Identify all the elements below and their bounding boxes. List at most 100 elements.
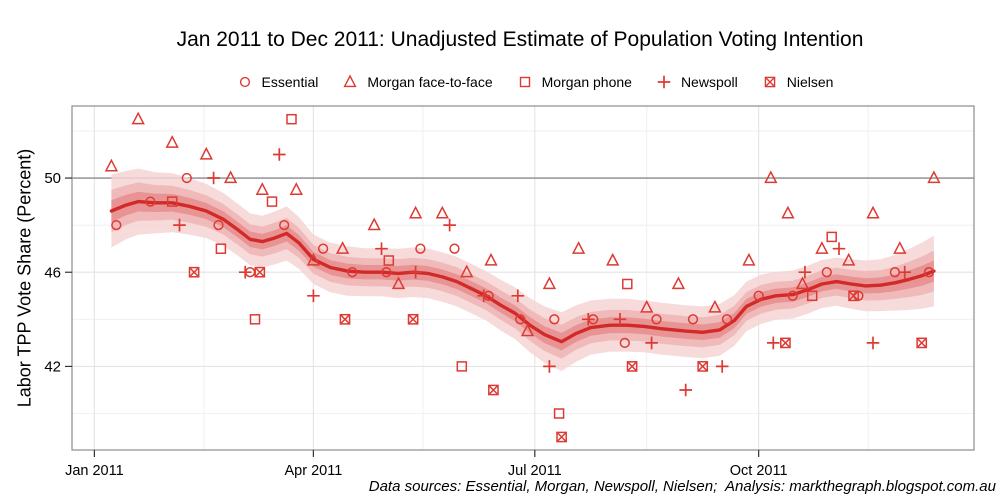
data-point-essential (347, 267, 358, 278)
square-marker-icon (519, 76, 530, 88)
chart-title: Jan 2011 to Dec 2011: Unadjusted Estimat… (176, 28, 864, 51)
data-point-essential (279, 219, 290, 231)
series-morgan-face-to-face (104, 111, 941, 337)
data-point-nielsen (488, 384, 499, 396)
data-point-newspoll (477, 289, 491, 303)
data-point-nielsen (916, 337, 928, 349)
data-point-essential (381, 267, 392, 278)
series-nielsen (188, 266, 928, 443)
data-point-newspoll (511, 289, 525, 303)
data-point-morgan-face-to-face (781, 205, 795, 219)
data-point-morgan-face-to-face (131, 111, 145, 125)
data-point-morgan-phone (826, 231, 837, 243)
data-point-essential (923, 267, 935, 278)
data-point-nielsen (339, 313, 351, 325)
data-point-newspoll (866, 336, 880, 350)
data-point-morgan-face-to-face (640, 299, 654, 313)
data-point-morgan-face-to-face (795, 276, 810, 290)
plus-marker-icon (657, 75, 671, 89)
data-point-morgan-face-to-face (815, 241, 829, 254)
data-point-morgan-face-to-face (520, 323, 535, 337)
trend-line (109, 199, 936, 344)
data-point-morgan-face-to-face (708, 299, 722, 313)
data-point-morgan-phone (622, 278, 633, 290)
data-point-nielsen (848, 290, 859, 302)
data-point-newspoll (543, 360, 556, 373)
data-point-morgan-face-to-face (367, 217, 381, 231)
data-point-morgan-face-to-face (893, 241, 907, 254)
x-tick-label: Jan 2011 (65, 463, 124, 479)
data-point-newspoll (173, 218, 186, 232)
data-point-morgan-face-to-face (842, 252, 856, 266)
data-point-newspoll (443, 218, 456, 232)
data-point-essential (415, 243, 426, 254)
legend-item-morgan-phone: Morgan phone (517, 74, 632, 90)
data-point-essential (111, 219, 122, 231)
triangle-marker-icon (343, 74, 357, 88)
data-point-morgan-face-to-face (542, 276, 557, 290)
data-point-morgan-face-to-face (484, 252, 498, 266)
legend-label: Nielsen (786, 74, 834, 90)
data-point-morgan-face-to-face (671, 276, 686, 290)
data-point-newspoll (613, 312, 627, 326)
data-point-newspoll (898, 265, 912, 279)
data-point-morgan-face-to-face (335, 241, 350, 254)
data-point-morgan-face-to-face (435, 205, 449, 219)
data-point-newspoll (307, 289, 320, 303)
data-point-nielsen (188, 266, 200, 278)
data-point-morgan-face-to-face (571, 241, 586, 254)
chart-legend: Essential Morgan face-to-face Morgan phone… (70, 71, 1000, 93)
data-point-morgan-phone (266, 196, 278, 207)
confidence-band (111, 168, 934, 372)
y-tick-label: 46 (44, 264, 61, 281)
legend-label: Morgan phone (541, 74, 632, 90)
data-point-newspoll (715, 360, 729, 373)
data-point-essential (721, 314, 733, 325)
data-point-essential (787, 290, 798, 301)
y-tick-label: 50 (44, 170, 61, 187)
data-point-morgan-face-to-face (742, 252, 756, 266)
data-point-morgan-phone (383, 255, 395, 266)
data-point-morgan-face-to-face (104, 158, 119, 172)
data-point-essential (753, 290, 764, 301)
data-point-nielsen (626, 361, 638, 372)
data-point-newspoll (375, 242, 388, 255)
series-morgan-phone (166, 113, 837, 419)
legend-label: Morgan face-to-face (367, 74, 493, 90)
plot-panel-border (71, 105, 975, 451)
data-point-morgan-face-to-face (764, 170, 778, 184)
data-point-morgan-phone (553, 408, 565, 419)
data-point-newspoll (645, 336, 658, 350)
data-point-newspoll (798, 265, 812, 279)
legend-item-nielsen: Nielsen (762, 74, 834, 90)
data-point-essential (651, 314, 662, 325)
x-tick-label: Oct 2011 (730, 463, 788, 479)
legend-item-newspoll: Newspoll (656, 74, 738, 90)
data-point-essential (549, 314, 560, 325)
data-point-essential (821, 267, 832, 278)
data-point-newspoll (207, 171, 220, 185)
data-point-newspoll (679, 383, 693, 397)
data-point-morgan-face-to-face (306, 252, 321, 266)
data-point-morgan-face-to-face (866, 205, 880, 219)
legend-item-morgan-face-to-face: Morgan face-to-face (342, 74, 493, 90)
data-point-essential (619, 337, 630, 349)
x-tick-label: Jul 2011 (508, 463, 562, 479)
data-sources-note: Data sources: Essential, Morgan, Newspol… (368, 478, 996, 495)
data-point-morgan-face-to-face (165, 135, 179, 148)
data-point-morgan-face-to-face (289, 182, 303, 195)
axes: Jan 2011 Apr 2011 Jul 2011 Oct 2011 50 46 42 (44, 170, 787, 479)
data-point-essential (317, 243, 329, 254)
data-point-morgan-phone (806, 290, 818, 302)
data-point-morgan-phone (166, 196, 178, 207)
data-point-essential (687, 314, 699, 325)
data-point-morgan-face-to-face (460, 264, 474, 278)
data-point-morgan-face-to-face (199, 146, 213, 160)
x-tick-label: Apr 2011 (284, 463, 342, 479)
data-point-morgan-face-to-face (408, 205, 423, 219)
data-point-newspoll (766, 336, 780, 350)
data-point-newspoll (272, 148, 286, 161)
data-point-essential (515, 314, 526, 325)
